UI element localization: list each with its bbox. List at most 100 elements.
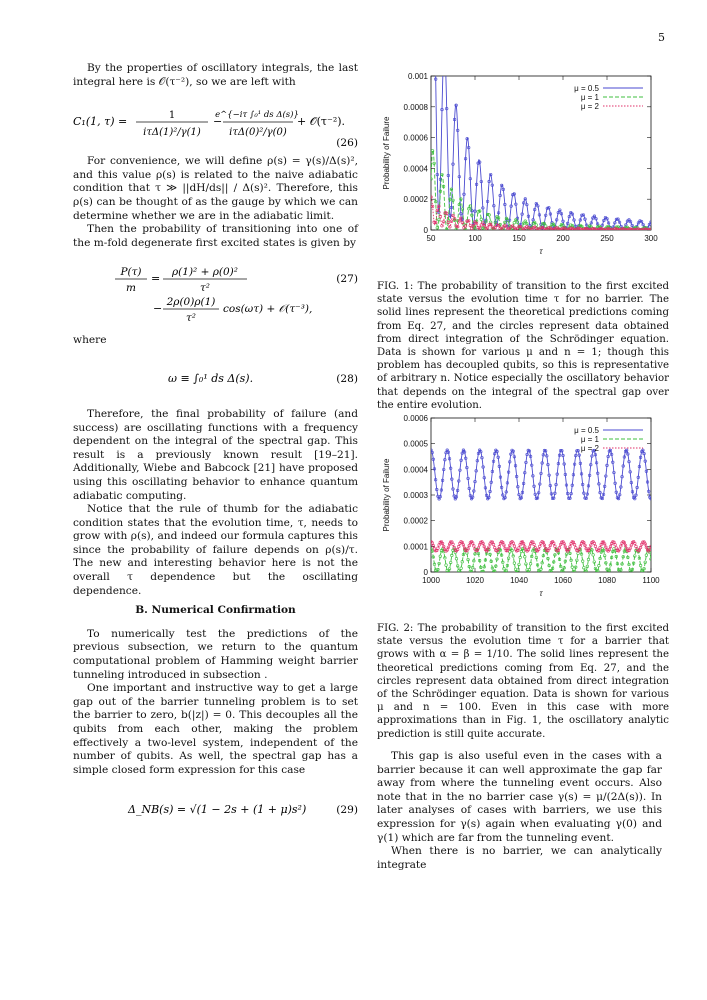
- series-point-1: [579, 552, 584, 556]
- series-point-1: [569, 558, 573, 562]
- series-point-0: [562, 462, 566, 466]
- series-point-2: [441, 220, 446, 224]
- series-point-2: [452, 545, 456, 550]
- series-point-0: [561, 453, 565, 458]
- series-point-0: [485, 199, 490, 204]
- series-point-0: [440, 107, 444, 112]
- series-point-0: [616, 497, 621, 501]
- series-point-0: [602, 218, 606, 223]
- series-point-0: [604, 474, 608, 478]
- series-point-0: [570, 483, 574, 487]
- series-point-2: [437, 204, 441, 208]
- series-point-0: [577, 453, 581, 457]
- series-point-0: [528, 454, 533, 458]
- series-point-2: [583, 227, 587, 230]
- series-point-1: [500, 553, 504, 557]
- series-point-2: [528, 227, 532, 230]
- x-tick-label: 1080: [598, 576, 616, 585]
- series-line-1: [431, 548, 651, 572]
- series-point-2: [511, 224, 515, 228]
- series-point-0: [480, 456, 484, 460]
- series-point-2: [509, 225, 513, 229]
- paragraph-8: This gap is also useful even in the case…: [377, 750, 662, 844]
- series-point-0: [633, 497, 637, 501]
- series-point-2: [512, 544, 516, 548]
- series-point-1: [431, 177, 433, 181]
- eq26-frac2-num: e^{−iτ ∫₀¹ ds Δ(s)}: [215, 109, 299, 120]
- series-point-2: [632, 228, 636, 230]
- series-point-0: [569, 492, 573, 496]
- series-point-1: [638, 563, 643, 567]
- series-point-0: [581, 482, 585, 487]
- series-point-0: [583, 217, 587, 221]
- series-point-0: [642, 452, 646, 456]
- equation-26: C₁(1, τ) = 1 iτΔ(1)²/γ(1) − e^{−iτ ∫₀¹ d…: [73, 95, 358, 149]
- series-point-1: [438, 189, 443, 193]
- series-point-1: [480, 569, 484, 572]
- series-point-1: [601, 548, 606, 552]
- series-point-2: [593, 544, 598, 548]
- series-point-1: [614, 225, 619, 229]
- series-point-2: [600, 540, 604, 544]
- eq27-r2-pre: −: [153, 302, 162, 315]
- series-point-2: [501, 540, 505, 545]
- series-point-1: [478, 209, 482, 213]
- series-point-0: [541, 453, 545, 457]
- series-point-2: [572, 542, 577, 547]
- series-point-1: [516, 568, 520, 572]
- series-point-0: [578, 461, 582, 465]
- series-point-0: [589, 463, 593, 467]
- series-point-2: [592, 227, 597, 230]
- series-point-2: [507, 227, 512, 230]
- eq26-frac2-den: iτΔ(0)²/γ(0): [229, 127, 287, 138]
- series-point-0: [593, 453, 598, 457]
- series-point-0: [540, 461, 544, 465]
- series-point-0: [626, 452, 630, 456]
- series-point-0: [500, 183, 504, 187]
- series-point-0: [431, 450, 434, 455]
- series-point-1: [574, 565, 578, 569]
- equation-28-svg: ω ≡ ∫₀¹ ds Δ(s). (28): [168, 372, 358, 385]
- series-point-2: [553, 544, 557, 548]
- series-point-1: [465, 551, 469, 555]
- series-point-1: [553, 553, 557, 557]
- series-point-1: [446, 570, 450, 572]
- series-point-0: [613, 481, 617, 485]
- series-point-1: [605, 225, 609, 229]
- series-point-1: [493, 220, 498, 224]
- series-point-1: [457, 203, 461, 207]
- series-point-0: [534, 202, 538, 206]
- series-point-1: [437, 561, 441, 566]
- eq29-number: (29): [336, 804, 358, 816]
- series-point-0: [627, 460, 631, 464]
- series-point-1: [443, 556, 447, 560]
- series-point-0: [432, 467, 437, 471]
- series-point-0: [592, 214, 597, 218]
- series-point-1: [540, 561, 544, 565]
- series-point-0: [645, 480, 650, 484]
- series-point-2: [577, 547, 581, 551]
- series-point-1: [559, 564, 563, 568]
- series-point-0: [459, 458, 463, 462]
- series-point-0: [478, 160, 482, 164]
- series-point-0: [451, 487, 455, 491]
- series-point-0: [647, 222, 651, 227]
- series-point-2: [588, 546, 592, 551]
- eq26-frac1-den: iτΔ(1)²/γ(1): [143, 127, 201, 138]
- series-point-1: [564, 552, 569, 556]
- series-point-1: [590, 548, 594, 552]
- figure-2-caption: FIG. 2: The probability of transition to…: [377, 623, 669, 740]
- legend-label-2: μ = 2: [581, 102, 600, 111]
- series-point-2: [489, 222, 493, 226]
- series-point-0: [638, 219, 642, 223]
- series-point-0: [468, 494, 472, 498]
- series-point-2: [582, 541, 586, 545]
- series-point-1: [473, 227, 477, 230]
- series-point-0: [649, 497, 651, 501]
- series-point-1: [633, 554, 637, 558]
- series-point-2: [597, 227, 601, 230]
- series-point-2: [577, 226, 581, 230]
- series-point-0: [566, 491, 570, 496]
- series-point-1: [542, 221, 546, 225]
- series-point-2: [622, 541, 626, 545]
